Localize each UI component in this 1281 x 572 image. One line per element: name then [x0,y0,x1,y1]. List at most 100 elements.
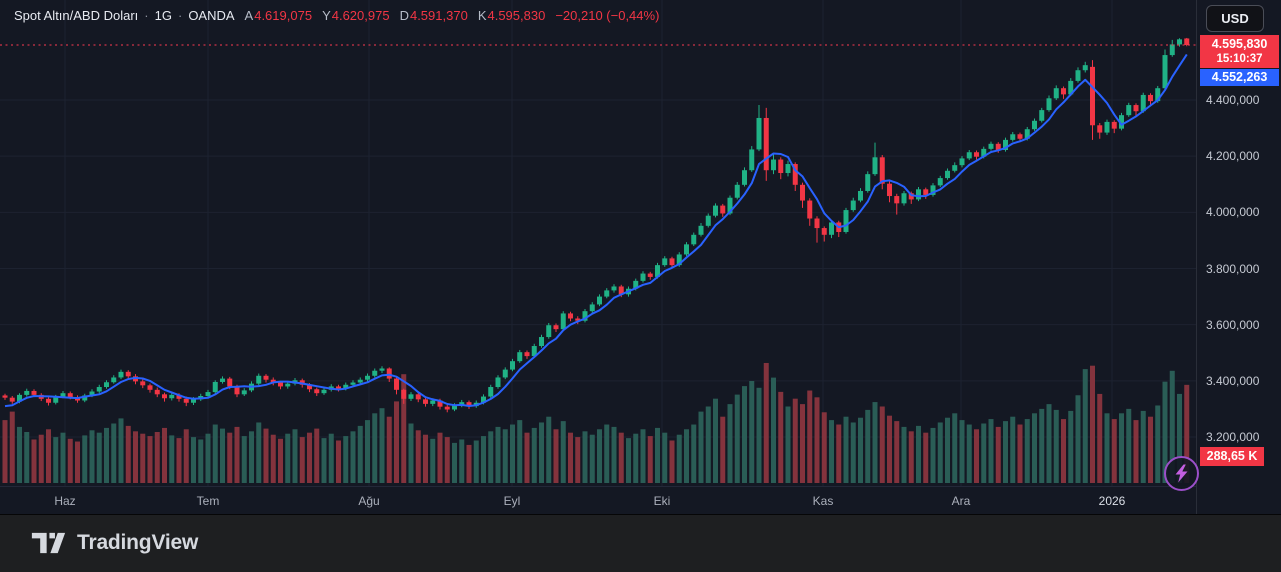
candle-body [60,393,66,397]
volume-bar [952,413,958,483]
candle-body [974,152,979,157]
volume-bar [959,420,965,483]
interval-label[interactable]: 1G [154,8,172,23]
volume-bar [495,426,501,483]
candle-body [31,390,37,395]
volume-bar [647,436,653,483]
volume-bar [227,432,233,483]
candle-body [814,218,820,229]
volume-bar [321,438,327,483]
volume-bar [1133,420,1139,483]
candle-body [488,387,494,397]
volume-bar [481,436,486,483]
volume-bar [473,440,479,483]
candle-body [952,165,958,171]
candle-body [597,296,602,305]
volume-bar [256,422,262,483]
volume-bar [96,432,102,483]
volume-bar [118,418,124,483]
candle-body [183,398,189,403]
candlestick-chart[interactable] [0,0,1196,486]
exchange-label[interactable]: OANDA [188,8,235,23]
volume-bar [749,381,755,483]
candle-body [343,384,349,389]
volume-bar [444,437,450,483]
candle-body [901,193,907,204]
price-tick-label: 3.400,000 [1206,373,1260,388]
candle-body [618,286,624,295]
volume-bar [814,397,820,483]
candle-body [415,394,421,400]
candle-body [17,394,22,402]
volume-bar [626,438,631,483]
candle-body [510,361,515,370]
volume-bar [589,434,595,483]
volume-bar [792,398,798,483]
candle-body [386,368,392,379]
candle-body [176,394,182,399]
volume-bar [1177,393,1182,483]
volume-bar [995,426,1001,483]
price-tick-label: 3.800,000 [1206,261,1260,276]
volume-bar [727,404,733,483]
volume-bar [531,427,537,483]
candle-body [669,258,675,266]
candle-body [705,215,711,226]
volume-bar [1148,416,1153,483]
volume-bar [937,422,943,483]
candle-body [604,290,610,297]
candle-body [1140,94,1146,112]
volume-bar [517,420,523,483]
tradingview-logo-icon [31,532,66,554]
volume-bar [89,430,95,483]
candle-body [401,389,407,399]
candle-body [379,368,385,371]
candle-body [118,371,124,378]
candle-body [937,178,943,186]
candle-body [829,222,834,235]
volume-bar [662,432,668,483]
price-tick-label: 3.200,000 [1206,430,1260,444]
candle-body [365,375,370,380]
candle-body [2,395,8,398]
candle-body [582,311,588,321]
symbol-title[interactable]: Spot Altın/ABD Doları [14,8,139,23]
candle-body [1024,129,1030,139]
candle-body [792,164,798,185]
volume-bar [618,432,624,483]
time-axis[interactable]: Haz Tem Ağu Eyl Eki Kas Ara 2026 [0,486,1196,515]
candle-body [553,325,559,330]
volume-bar [2,420,8,483]
currency-unit-button[interactable]: USD [1206,5,1264,32]
price-tick-label: 3.600,000 [1206,317,1260,332]
candle-body [1169,44,1175,56]
candle-body [154,389,160,395]
volume-bar [292,429,298,483]
volume-bar [763,362,769,483]
ohlc-value: 4.619,075 [254,8,313,23]
tradingview-brand-link[interactable]: TradingView [30,531,198,555]
boost-lightning-button[interactable] [1164,456,1199,491]
candle-body [691,234,697,245]
candle-body [633,280,639,289]
chart-pane: Spot Altın/ABD Doları · 1G · OANDA A4.619,075… [0,0,1281,514]
candle-body [1119,115,1124,129]
volume-bar [734,394,740,483]
bottom-toolbar: TradingView [0,514,1281,572]
volume-bar [872,402,878,483]
volume-bar [336,440,341,483]
candle-body [894,196,900,204]
volume-bar [1061,419,1066,483]
volume-bar [553,429,559,483]
volume-bar [437,432,443,483]
volume-bar [263,428,269,483]
candle-body [756,117,762,150]
candle-body [241,390,247,395]
volume-bar [1155,405,1161,483]
candle-body [843,210,849,232]
candle-body [771,159,776,171]
countdown-timer: 15:10:37 [1216,53,1263,65]
price-axis[interactable]: USD 4.595,830 15:10:37 4.552,263 288,65 … [1196,0,1281,514]
volume-bar [67,438,73,483]
candle-body [394,378,399,390]
